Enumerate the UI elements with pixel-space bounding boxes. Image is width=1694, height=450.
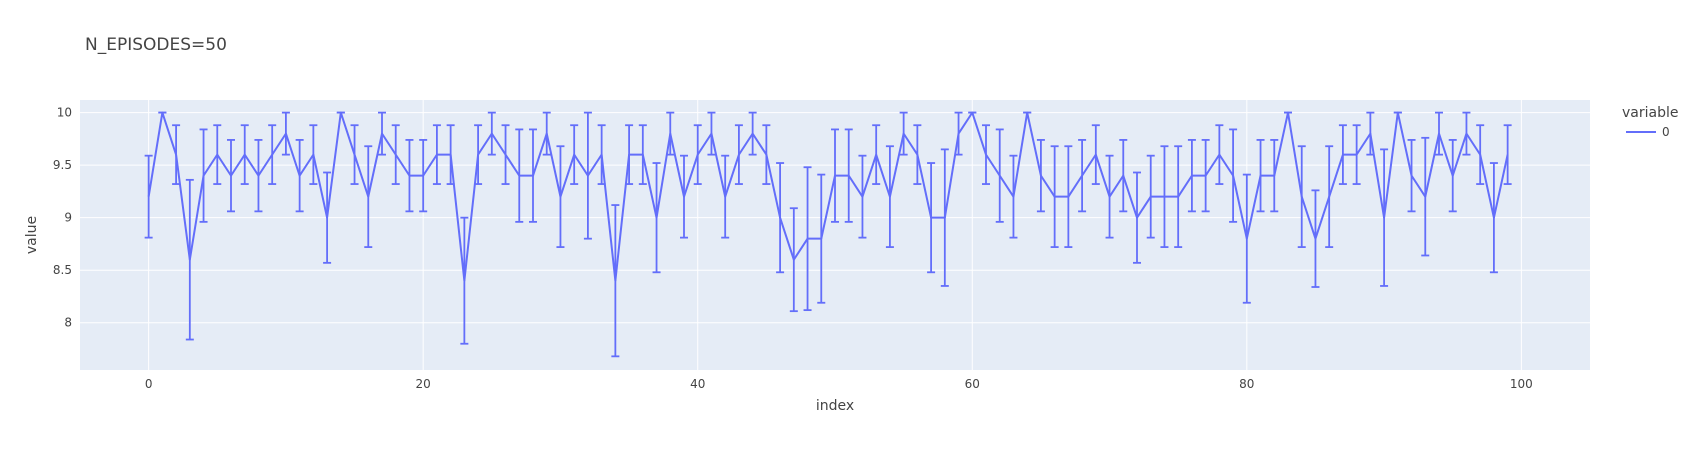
legend-title: variable xyxy=(1622,105,1678,121)
y-tick-label: 9.5 xyxy=(53,158,72,172)
y-tick-label: 9 xyxy=(64,211,72,225)
grid-lines xyxy=(80,100,1590,370)
y-tick-label: 8 xyxy=(64,316,72,330)
error-bar xyxy=(144,154,153,239)
x-axis-title: index xyxy=(816,398,854,414)
series-group xyxy=(144,111,1512,358)
y-tick-label: 8.5 xyxy=(53,263,72,277)
series-line xyxy=(147,111,1509,282)
x-tick-label: 60 xyxy=(965,377,980,391)
x-tick-label: 80 xyxy=(1239,377,1254,391)
y-axis-title: value xyxy=(24,216,40,254)
y-tick-label: 10 xyxy=(57,106,72,120)
chart-title: N_EPISODES=50 xyxy=(85,35,227,55)
legend[interactable]: variable 0 xyxy=(1622,105,1678,139)
x-tick-label: 0 xyxy=(145,377,153,391)
axis-ticks: 0 20 40 60 80 100 8 8.5 9 9.5 10 xyxy=(53,106,1533,391)
x-tick-label: 20 xyxy=(416,377,431,391)
x-tick-label: 100 xyxy=(1510,377,1533,391)
x-tick-label: 40 xyxy=(690,377,705,391)
data-series xyxy=(144,111,1512,358)
legend-label[interactable]: 0 xyxy=(1662,125,1670,139)
